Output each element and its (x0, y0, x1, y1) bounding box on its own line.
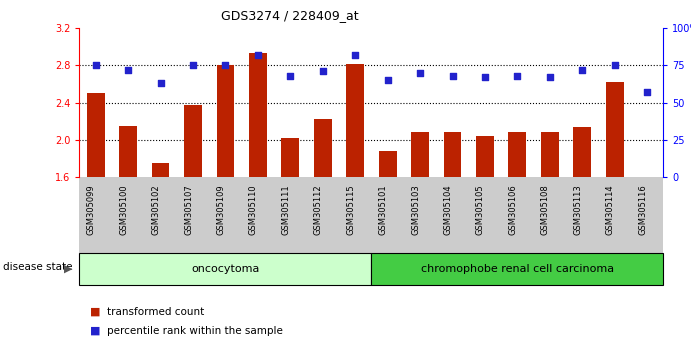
Point (480, 75, 491, 80)
Text: ■: ■ (90, 307, 100, 316)
Text: GSM305106: GSM305106 (509, 185, 518, 235)
Text: GSM305104: GSM305104 (444, 185, 453, 235)
Bar (249, 53, 267, 177)
Text: GSM305105: GSM305105 (476, 185, 485, 235)
Text: GSM305111: GSM305111 (281, 185, 290, 235)
Text: GDS3274 / 228409_at: GDS3274 / 228409_at (221, 9, 359, 22)
Text: percentile rank within the sample: percentile rank within the sample (107, 326, 283, 336)
Point (252, 52, 263, 58)
Bar (87, 93, 104, 177)
Bar (411, 132, 429, 177)
Point (220, 63, 231, 68)
Bar (184, 104, 202, 177)
Bar (120, 126, 137, 177)
Text: GSM305100: GSM305100 (119, 185, 128, 235)
Text: ■: ■ (90, 326, 100, 336)
Point (577, 67, 588, 73)
Text: GSM305101: GSM305101 (379, 185, 388, 235)
Point (609, 63, 621, 68)
Point (447, 73, 458, 79)
Point (382, 78, 393, 83)
Text: GSM305102: GSM305102 (151, 185, 160, 235)
Text: GSM305110: GSM305110 (249, 185, 258, 235)
Text: oncocytoma: oncocytoma (191, 264, 260, 274)
Bar (444, 132, 462, 177)
Text: GSM305116: GSM305116 (638, 185, 647, 235)
Point (90, 63, 101, 68)
Point (415, 70, 426, 76)
Bar (314, 119, 332, 177)
Text: ▶: ▶ (64, 264, 73, 274)
Text: GSM305113: GSM305113 (574, 185, 583, 235)
Point (545, 75, 556, 80)
Text: GSM305115: GSM305115 (346, 185, 355, 235)
Bar (379, 151, 397, 177)
Bar (346, 64, 364, 177)
Bar (541, 132, 559, 177)
Point (285, 73, 296, 79)
Text: chromophobe renal cell carcinoma: chromophobe renal cell carcinoma (421, 264, 614, 274)
Text: GSM305114: GSM305114 (606, 185, 615, 235)
Text: GSM305103: GSM305103 (411, 185, 420, 235)
Point (122, 67, 133, 73)
Text: GSM305112: GSM305112 (314, 185, 323, 235)
Text: GSM305108: GSM305108 (541, 185, 550, 235)
Point (187, 63, 198, 68)
Bar (476, 136, 494, 177)
Text: transformed count: transformed count (107, 307, 205, 316)
Text: GSM305099: GSM305099 (86, 185, 95, 235)
Point (642, 90, 653, 95)
Bar (574, 127, 591, 177)
Bar (216, 65, 234, 177)
Bar (606, 82, 623, 177)
Text: GSM305109: GSM305109 (216, 185, 225, 235)
Text: disease state: disease state (3, 262, 73, 272)
Point (155, 80, 166, 86)
Point (317, 69, 328, 74)
Point (512, 73, 523, 79)
Text: GSM305107: GSM305107 (184, 185, 193, 235)
Point (350, 52, 361, 58)
Bar (281, 138, 299, 177)
Bar (151, 163, 169, 177)
Bar (509, 132, 527, 177)
